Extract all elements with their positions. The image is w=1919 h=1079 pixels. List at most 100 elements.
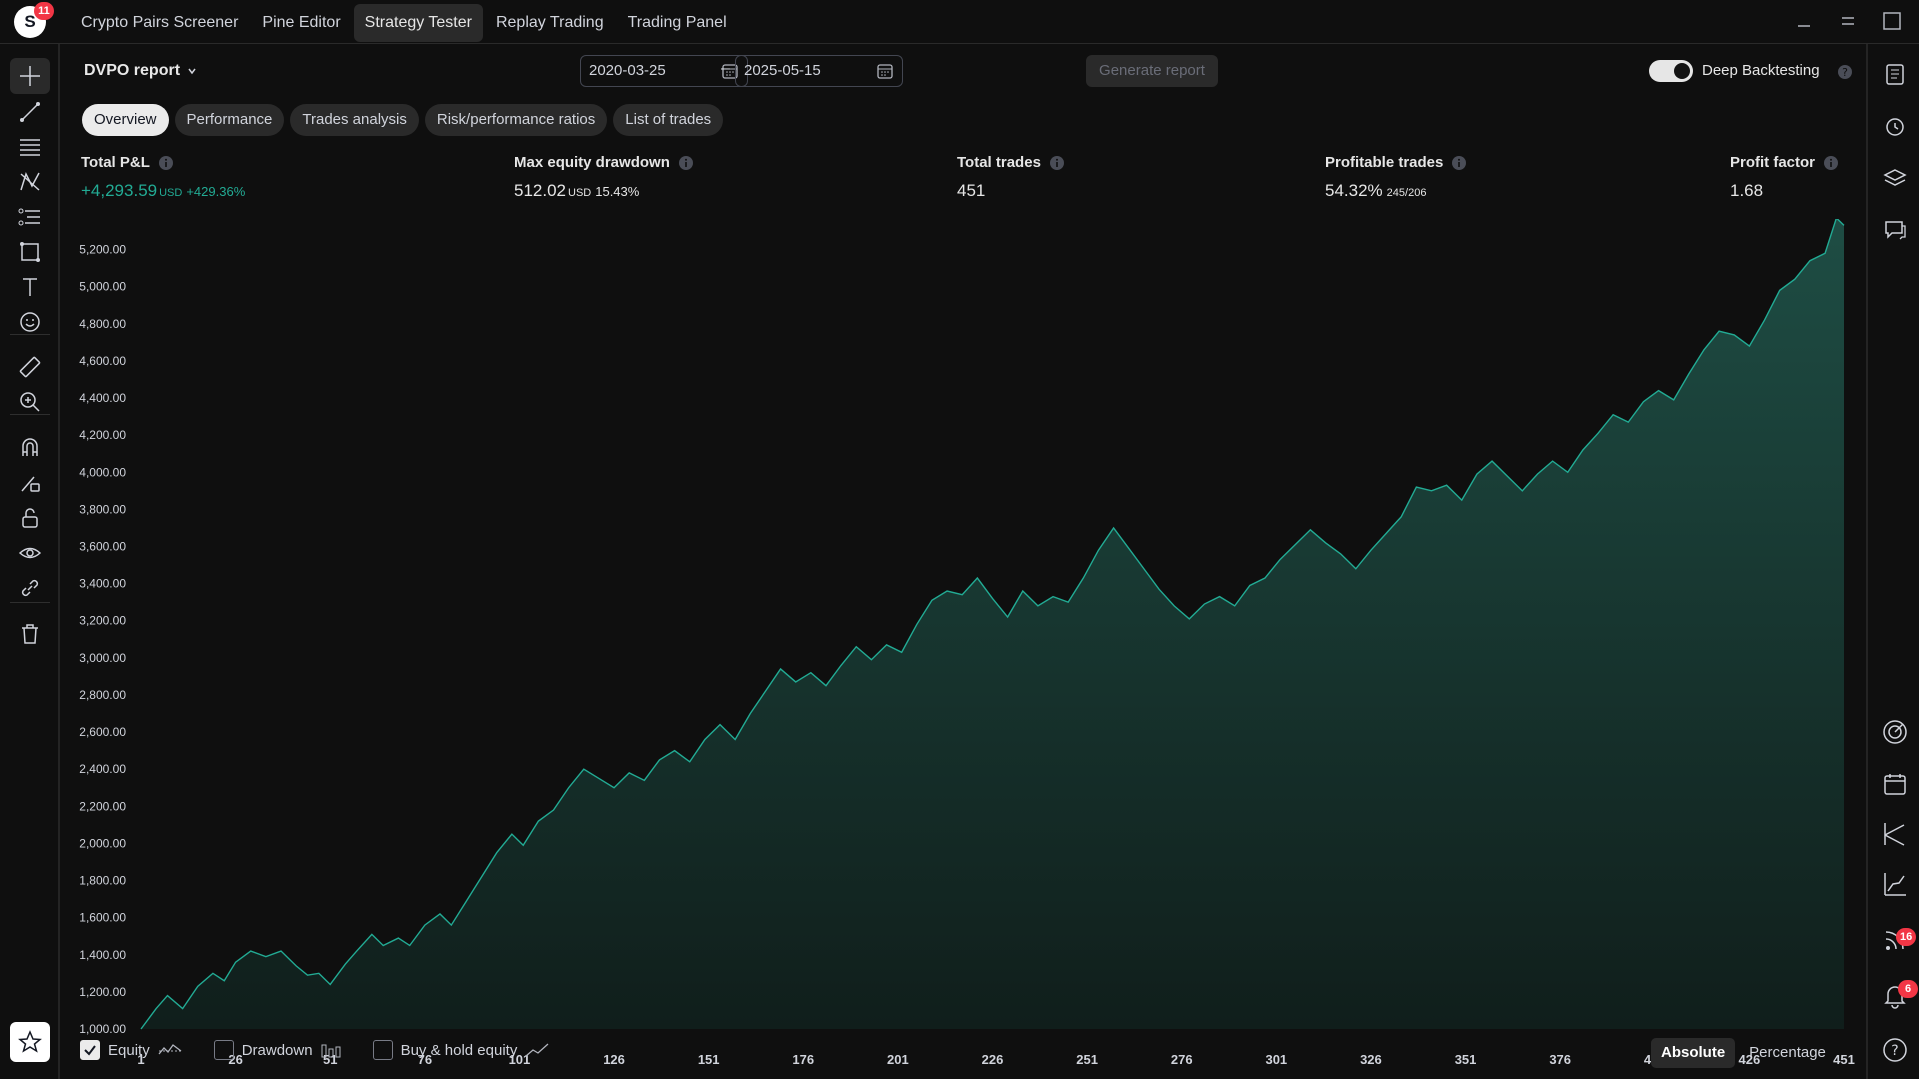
panel-layout-icon[interactable] bbox=[1835, 8, 1861, 34]
crosshair-icon[interactable] bbox=[10, 58, 50, 94]
trend-line-icon[interactable] bbox=[10, 94, 50, 130]
subtab-trades-analysis[interactable]: Trades analysis bbox=[290, 104, 419, 136]
generate-report-button[interactable]: Generate report bbox=[1086, 55, 1218, 87]
equity-area bbox=[141, 219, 1844, 1029]
pattern-chart-icon[interactable] bbox=[1877, 816, 1913, 852]
metric-unit: USD bbox=[568, 187, 592, 199]
date-from-field[interactable]: 2020-03-25 bbox=[580, 55, 748, 87]
y-tick-label: 5,200.00 bbox=[79, 243, 126, 257]
subtab-list-of-trades[interactable]: List of trades bbox=[613, 104, 724, 136]
y-tick-label: 1,200.00 bbox=[79, 985, 126, 999]
maximize-icon[interactable] bbox=[1879, 8, 1905, 34]
date-from-value: 2020-03-25 bbox=[589, 62, 666, 79]
equity-chart[interactable]: 1,000.00 1,200.00 1,400.00 1,600.00 1,800.00… bbox=[62, 219, 1862, 1079]
deep-backtesting-toggle[interactable] bbox=[1649, 60, 1693, 82]
metric-total-pnl: Total P&L +4,293.59 USD +429.36% bbox=[81, 154, 245, 201]
drawdown-checkbox[interactable] bbox=[213, 1040, 234, 1060]
zoom-in-icon[interactable] bbox=[10, 384, 50, 420]
text-tool-icon[interactable] bbox=[10, 269, 50, 305]
metric-sub: +429.36% bbox=[186, 184, 246, 199]
tab-crypto-pairs-screener[interactable]: Crypto Pairs Screener bbox=[81, 14, 239, 31]
favorites-star-button[interactable] bbox=[10, 1022, 50, 1062]
legend-buy-hold[interactable]: Buy & hold equity bbox=[372, 1040, 550, 1060]
x-tick-label: 101 bbox=[509, 1052, 531, 1067]
calendar-icon[interactable] bbox=[1877, 766, 1913, 802]
layers-icon[interactable] bbox=[1877, 160, 1913, 196]
x-tick-label: 276 bbox=[1171, 1052, 1193, 1067]
rectangle-shape-icon[interactable] bbox=[10, 234, 50, 270]
target-icon[interactable] bbox=[1877, 714, 1913, 750]
fib-retracement-icon[interactable] bbox=[10, 129, 50, 165]
date-to-field[interactable]: 2025-05-15 bbox=[735, 55, 903, 87]
drawing-lock-pencil-icon[interactable] bbox=[10, 465, 50, 501]
metric-label: Profit factor bbox=[1730, 154, 1816, 171]
trash-icon[interactable] bbox=[10, 616, 50, 652]
tab-strategy-tester[interactable]: Strategy Tester bbox=[353, 4, 483, 42]
x-tick-label: 351 bbox=[1455, 1052, 1477, 1067]
y-tick-label: 2,800.00 bbox=[79, 688, 126, 702]
info-icon[interactable] bbox=[678, 155, 694, 171]
watchlist-icon[interactable] bbox=[1877, 56, 1913, 92]
magnet-icon[interactable] bbox=[10, 430, 50, 466]
metric-label: Total P&L bbox=[81, 154, 150, 171]
y-axis: 1,000.00 1,200.00 1,400.00 1,600.00 1,800.00… bbox=[79, 243, 126, 1036]
report-selector[interactable]: DVPO report bbox=[84, 62, 198, 80]
help-icon[interactable]: ? bbox=[1837, 64, 1853, 80]
equity-checkbox[interactable] bbox=[80, 1040, 100, 1060]
minimize-icon[interactable] bbox=[1791, 8, 1817, 34]
alarm-clock-icon[interactable] bbox=[1877, 108, 1913, 144]
calendar-icon[interactable] bbox=[876, 62, 894, 80]
tab-pine-editor[interactable]: Pine Editor bbox=[262, 14, 341, 31]
info-icon[interactable] bbox=[1823, 155, 1839, 171]
pattern-tool-icon[interactable] bbox=[10, 164, 50, 200]
ruler-measure-icon[interactable] bbox=[10, 349, 50, 385]
emoji-sticker-icon[interactable] bbox=[10, 304, 50, 340]
calendar-icon[interactable] bbox=[721, 62, 739, 80]
help-icon[interactable]: ? bbox=[1877, 1032, 1913, 1068]
tab-replay-trading[interactable]: Replay Trading bbox=[495, 14, 604, 31]
chat-icon[interactable] bbox=[1877, 212, 1913, 248]
link-icon[interactable] bbox=[10, 570, 50, 606]
legend-equity[interactable]: Equity bbox=[80, 1040, 182, 1060]
y-tick-label: 3,600.00 bbox=[79, 539, 126, 553]
x-tick-label: 226 bbox=[982, 1052, 1004, 1067]
x-axis: 1 26 51 76 101 126 151 176 201 226 251 276 301 326 351… bbox=[137, 1052, 1854, 1067]
x-tick-label: 301 bbox=[1265, 1052, 1287, 1067]
toolbar-separator bbox=[10, 602, 50, 603]
x-tick-label: 426 bbox=[1739, 1052, 1761, 1067]
buy-hold-checkbox[interactable] bbox=[372, 1040, 393, 1060]
lock-icon[interactable] bbox=[10, 500, 50, 536]
trend-chart-icon[interactable] bbox=[1877, 866, 1913, 902]
svg-text:?: ? bbox=[1842, 66, 1848, 79]
percentage-button[interactable]: Percentage bbox=[1749, 1044, 1826, 1061]
x-tick-label: 176 bbox=[792, 1052, 814, 1067]
buy-hold-line-icon bbox=[525, 1043, 549, 1057]
forecast-tool-icon[interactable] bbox=[10, 199, 50, 235]
metric-profit-factor: Profit factor 1.68 bbox=[1730, 154, 1839, 201]
metric-unit: USD bbox=[159, 187, 183, 199]
value-mode-toggle: Absolute Percentage bbox=[1651, 1038, 1836, 1068]
top-tabs: Crypto Pairs Screener Pine Editor Strate… bbox=[70, 4, 740, 42]
star-icon bbox=[18, 1030, 42, 1053]
toolbar-separator bbox=[10, 414, 50, 415]
x-tick-label: 451 bbox=[1833, 1052, 1855, 1067]
info-icon[interactable] bbox=[1451, 155, 1467, 171]
y-tick-label: 2,000.00 bbox=[79, 836, 126, 850]
info-icon[interactable] bbox=[158, 155, 174, 171]
y-tick-label: 1,400.00 bbox=[79, 948, 126, 962]
date-range-separator: – bbox=[721, 60, 730, 77]
chart-series bbox=[140, 219, 1845, 1030]
x-tick-label: 201 bbox=[887, 1052, 909, 1067]
metric-sub: 245/206 bbox=[1386, 187, 1427, 199]
tab-trading-panel[interactable]: Trading Panel bbox=[627, 14, 727, 31]
legend-label: Equity bbox=[108, 1041, 150, 1059]
chevron-down-icon bbox=[188, 68, 196, 75]
legend-drawdown[interactable]: Drawdown bbox=[213, 1040, 341, 1060]
absolute-button[interactable]: Absolute bbox=[1651, 1038, 1736, 1068]
subtab-risk-performance-ratios[interactable]: Risk/performance ratios bbox=[424, 104, 608, 136]
metric-value: 1.68 bbox=[1730, 181, 1764, 200]
info-icon[interactable] bbox=[1049, 155, 1065, 171]
subtab-overview[interactable]: Overview bbox=[82, 104, 169, 136]
subtab-performance[interactable]: Performance bbox=[174, 104, 285, 136]
eye-icon[interactable] bbox=[10, 535, 50, 571]
